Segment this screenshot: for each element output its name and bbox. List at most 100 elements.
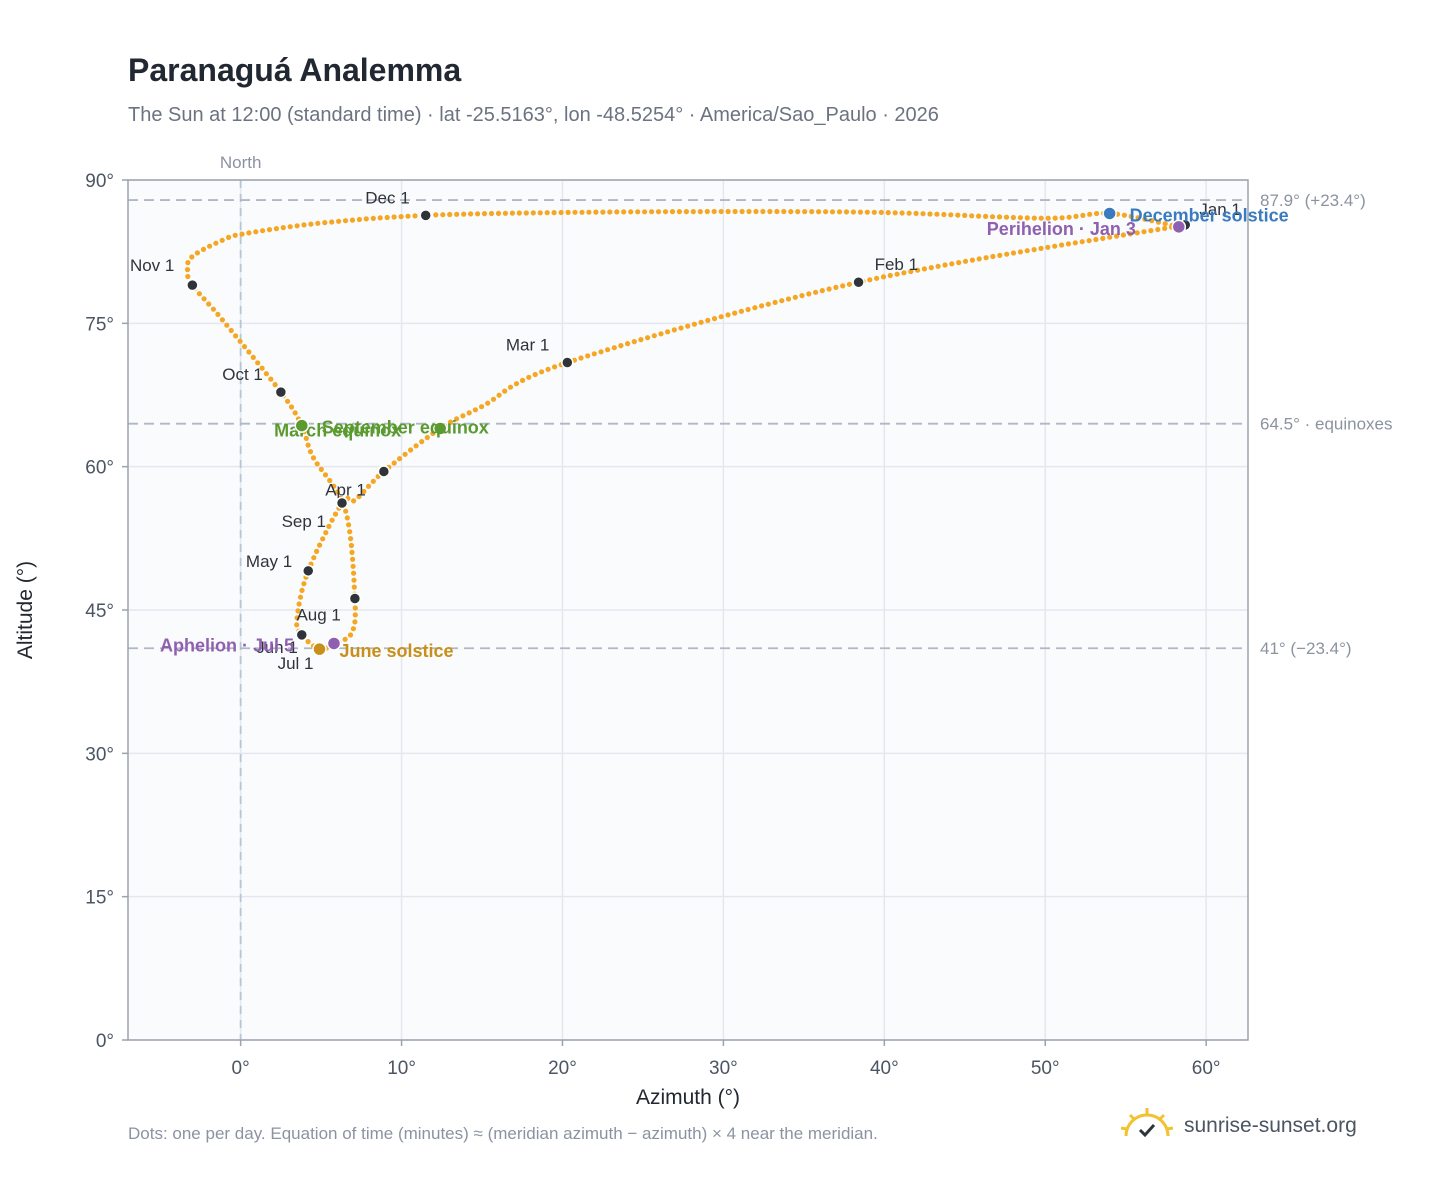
day-dot (901, 270, 907, 276)
day-dot (1114, 233, 1120, 239)
meridian-label: North (220, 153, 262, 172)
day-dot (513, 381, 520, 387)
day-dot (1134, 230, 1140, 236)
day-dot (983, 213, 989, 219)
day-dot (725, 208, 731, 215)
day-dot (237, 338, 243, 344)
day-dot (447, 211, 453, 218)
day-dot (718, 208, 724, 215)
day-dot (232, 232, 238, 238)
chart-subtitle: The Sun at 12:00 (standard time) · lat -… (128, 104, 939, 126)
event-label: September equinox (322, 418, 489, 438)
day-dot (1031, 215, 1037, 221)
day-dot (233, 333, 239, 339)
day-dot (618, 343, 624, 349)
day-dot (263, 371, 269, 377)
day-dot (990, 253, 996, 260)
day-dot (691, 321, 698, 327)
day-dot (732, 310, 738, 316)
day-dot (239, 231, 245, 237)
day-dot (326, 523, 332, 530)
day-dot (1142, 216, 1148, 222)
day-dot (210, 306, 216, 312)
x-tick-label: 50° (1031, 1058, 1060, 1079)
day-dot (638, 337, 644, 343)
month-marker (377, 465, 391, 478)
day-dot (792, 294, 798, 300)
month-label: Dec 1 (365, 188, 409, 207)
event-label: Aphelion · Jul 5 (160, 635, 294, 655)
day-dot (585, 353, 591, 359)
day-dot (942, 262, 948, 268)
event-label: Perihelion · Jan 3 (987, 219, 1136, 239)
day-dot (625, 341, 631, 347)
day-dot (649, 209, 655, 215)
x-tick-label: 30° (709, 1058, 738, 1079)
day-dot (544, 210, 550, 216)
day-dot (250, 354, 256, 360)
day-dot (819, 288, 825, 294)
day-dot (336, 218, 342, 224)
month-marker (301, 564, 315, 578)
day-dot (405, 213, 411, 219)
day-dot (955, 212, 961, 218)
day-dot (857, 209, 864, 215)
day-dot (294, 622, 300, 628)
day-dot (296, 601, 302, 607)
day-dot (969, 213, 975, 219)
day-dot (507, 384, 514, 390)
day-dot (348, 536, 354, 542)
day-dot (705, 317, 711, 323)
day-dot (628, 209, 634, 215)
day-dot (347, 632, 354, 638)
day-dot (384, 214, 390, 221)
day-dot (294, 223, 300, 229)
day-dot (370, 215, 376, 221)
day-dot (752, 305, 758, 311)
day-dot (1128, 213, 1134, 219)
y-tick-label: 90° (85, 171, 114, 192)
day-dot (551, 210, 557, 216)
day-dot (185, 260, 191, 266)
day-dot (920, 211, 926, 217)
day-dot (351, 570, 357, 576)
day-dot (635, 209, 641, 215)
day-dot (509, 210, 515, 216)
day-dot (698, 319, 704, 325)
axis-ticks: 0° 10° 20° 30° 40° 50° 60° 0° 15° 30° 45° 60° 75° 90° (85, 171, 1220, 1079)
day-dot (779, 298, 785, 304)
day-dot (352, 619, 358, 625)
month-marker (419, 209, 432, 222)
brand-logo[interactable]: sunrise-sunset.org (1120, 1104, 1357, 1148)
day-dot (989, 214, 996, 220)
day-dot (1107, 234, 1113, 240)
day-dot (685, 323, 691, 329)
day-dot (295, 608, 301, 614)
day-dot (468, 211, 474, 217)
day-dot (215, 311, 221, 317)
day-dot (219, 237, 225, 243)
day-dot (285, 398, 291, 404)
day-dot (294, 615, 300, 621)
event-marker (432, 421, 448, 436)
day-dot (226, 234, 232, 240)
day-dot (915, 267, 921, 273)
day-dot (308, 221, 314, 227)
day-dot (579, 209, 585, 215)
day-dot (1031, 247, 1037, 253)
day-dot (1073, 213, 1079, 219)
day-dot (301, 581, 307, 587)
day-dot (327, 477, 333, 484)
event-marker (312, 641, 327, 657)
day-dot (322, 472, 329, 478)
day-dot (1141, 229, 1147, 235)
day-dot (935, 263, 941, 269)
day-dot (266, 227, 273, 233)
day-dot (185, 273, 191, 280)
reference-line-label: 64.5° · equinoxes (1260, 415, 1393, 434)
day-dot (398, 214, 404, 220)
reference-line-label: 87.9° (+23.4°) (1260, 191, 1366, 210)
event-marker (1102, 206, 1117, 221)
